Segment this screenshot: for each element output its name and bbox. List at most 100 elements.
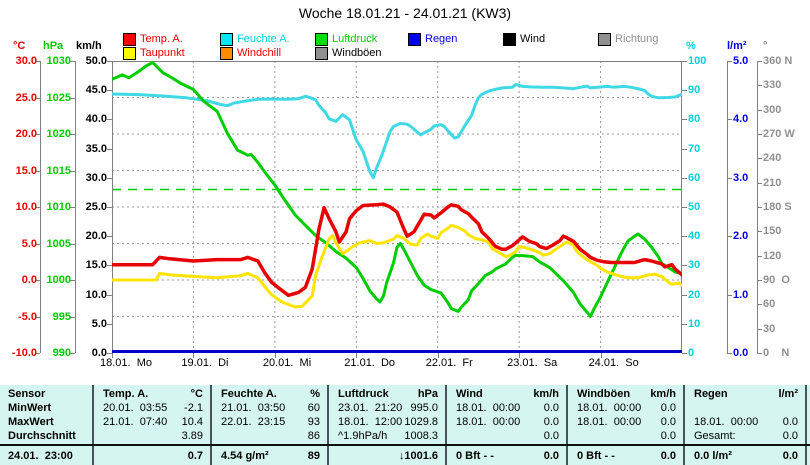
summary-table: Sensor MinWert MaxWert Durchschnitt 24.01. 2… — [0, 385, 810, 465]
x-axis-label: 19.01. Di — [181, 357, 229, 369]
table-header-unit: % — [310, 388, 320, 400]
axis-tick-direction — [757, 231, 762, 233]
x-axis-label: 24.01. So — [588, 357, 639, 369]
axis-label-rain: 4.0 — [733, 113, 749, 126]
legend-label: Luftdruck — [332, 33, 378, 45]
axis-tick-direction — [757, 158, 762, 160]
legend-label: Taupunkt — [140, 47, 185, 59]
axis-tick-humidity — [682, 323, 687, 325]
axis-tick-humidity — [682, 148, 687, 150]
weather-plot-svg — [112, 61, 682, 353]
axis-label-wind: 40.0 — [85, 113, 107, 126]
axis-tick-wind — [107, 323, 112, 325]
legend-label: Richtung — [615, 33, 659, 45]
table-row-label: Durchschnitt — [8, 430, 76, 442]
table-header-sensor: Sensor — [8, 388, 46, 400]
axis-tick-temp — [35, 207, 40, 208]
axis-tick-wind — [107, 148, 112, 150]
table-column-separator — [92, 385, 94, 465]
axis-label-humidity: 100 — [688, 55, 707, 67]
axis-label-direction: 180 S — [763, 201, 792, 213]
axis-line-rain — [727, 61, 728, 353]
series-feuchte-a- — [112, 82, 682, 180]
x-axis-label: 23.01. Sa — [507, 357, 558, 369]
table-cell-time: 21.01. 03:50 — [221, 402, 286, 414]
x-axis-tick — [437, 353, 439, 358]
axis-tick-direction — [757, 255, 762, 257]
table-cell-time: 4.54 g/m² — [221, 450, 269, 462]
axis-tick-rain — [727, 353, 732, 354]
table-row-label: 24.01. 23:00 — [8, 450, 73, 462]
axis-label-temp: 5.0 — [21, 237, 37, 250]
axis-label-humidity: 0 — [688, 347, 695, 359]
table-cell-value: 93 — [307, 416, 320, 428]
axis-tick-pressure — [70, 61, 75, 62]
axis-label-humidity: 40 — [688, 230, 701, 243]
axis-label-temp: 0.0 — [21, 274, 37, 286]
axis-label-pressure: 1000 — [46, 274, 71, 286]
table-rule — [0, 444, 810, 446]
table-cell-value: 3.89 — [181, 430, 203, 442]
axis-label-direction: 210 — [763, 176, 782, 189]
axis-label-direction: 30 — [763, 322, 776, 335]
table-header-unit: l/m² — [778, 388, 798, 400]
axis-label-rain: 2.0 — [733, 230, 749, 243]
axis-label-pressure: 1030 — [46, 55, 71, 67]
legend-color-box — [315, 33, 328, 46]
series-temp-a- — [112, 202, 682, 298]
axis-label-wind: 45.0 — [85, 84, 107, 97]
axis-tick-wind — [107, 119, 112, 121]
table-column-separator — [210, 385, 212, 465]
table-cell-time: 18.01. 00:00 — [577, 416, 642, 428]
axis-label-pressure: 1005 — [46, 237, 71, 250]
axis-label-wind: 30.0 — [85, 171, 107, 184]
axis-tick-temp — [35, 61, 40, 62]
axis-tick-direction — [757, 85, 762, 87]
legend-color-box — [408, 33, 421, 46]
axis-tick-direction — [757, 109, 762, 111]
axis-label-temp: -10.0 — [11, 347, 37, 359]
axis-label-rain: 0.0 — [733, 347, 749, 359]
table-cell-value: 0.0 — [660, 430, 676, 442]
axis-tick-pressure — [70, 353, 75, 354]
legend-color-box — [503, 33, 516, 46]
table-cell-time: 20.01. 03:55 — [103, 402, 168, 414]
axis-tick-humidity — [682, 236, 687, 238]
axis-label-direction: 240 — [763, 152, 782, 165]
table-cell-value: 0.0 — [660, 416, 676, 428]
axis-label-direction: 0 N — [763, 347, 790, 359]
axis-label-direction: 90 O — [763, 274, 790, 286]
table-cell-time: 23.01. 21:20 — [338, 402, 403, 414]
legend-label: Feuchte A. — [237, 33, 290, 45]
axis-tick-rain — [727, 61, 732, 62]
axis-label-temp: -5.0 — [18, 310, 37, 323]
table-cell-value: 10.4 — [181, 416, 203, 428]
legend-label: Wind — [520, 33, 546, 45]
legend-color-box — [123, 47, 136, 60]
axis-tick-humidity — [682, 207, 687, 208]
axis-label-direction: 300 — [763, 103, 782, 116]
table-cell-time: ^1.9hPa/h — [338, 430, 388, 442]
legend-color-box — [598, 33, 611, 46]
axis-tick-direction — [757, 61, 762, 62]
axis-tick-temp — [35, 280, 40, 281]
axis-label-temp: 10.0 — [15, 201, 37, 213]
axis-label-direction: 150 — [763, 225, 782, 238]
axis-tick-rain — [727, 177, 732, 179]
axis-label-direction: 120 — [763, 249, 782, 262]
axis-label-wind: 0.0 — [91, 347, 107, 359]
axis-tick-pressure — [70, 280, 75, 281]
axis-label-rain: 5.0 — [733, 55, 749, 67]
axis-label-rain: 3.0 — [733, 171, 749, 184]
x-axis-tick — [193, 353, 195, 358]
axis-tick-direction — [757, 353, 762, 354]
axis-tick-direction — [757, 207, 762, 208]
axis-tick-temp — [35, 316, 40, 318]
axis-label-humidity: 50 — [688, 201, 701, 213]
table-cell-value: -2.1 — [184, 402, 203, 414]
axis-label-humidity: 20 — [688, 288, 701, 301]
axis-label-humidity: 10 — [688, 317, 701, 330]
x-axis-tick — [356, 353, 358, 358]
table-header-unit: hPa — [417, 388, 438, 400]
